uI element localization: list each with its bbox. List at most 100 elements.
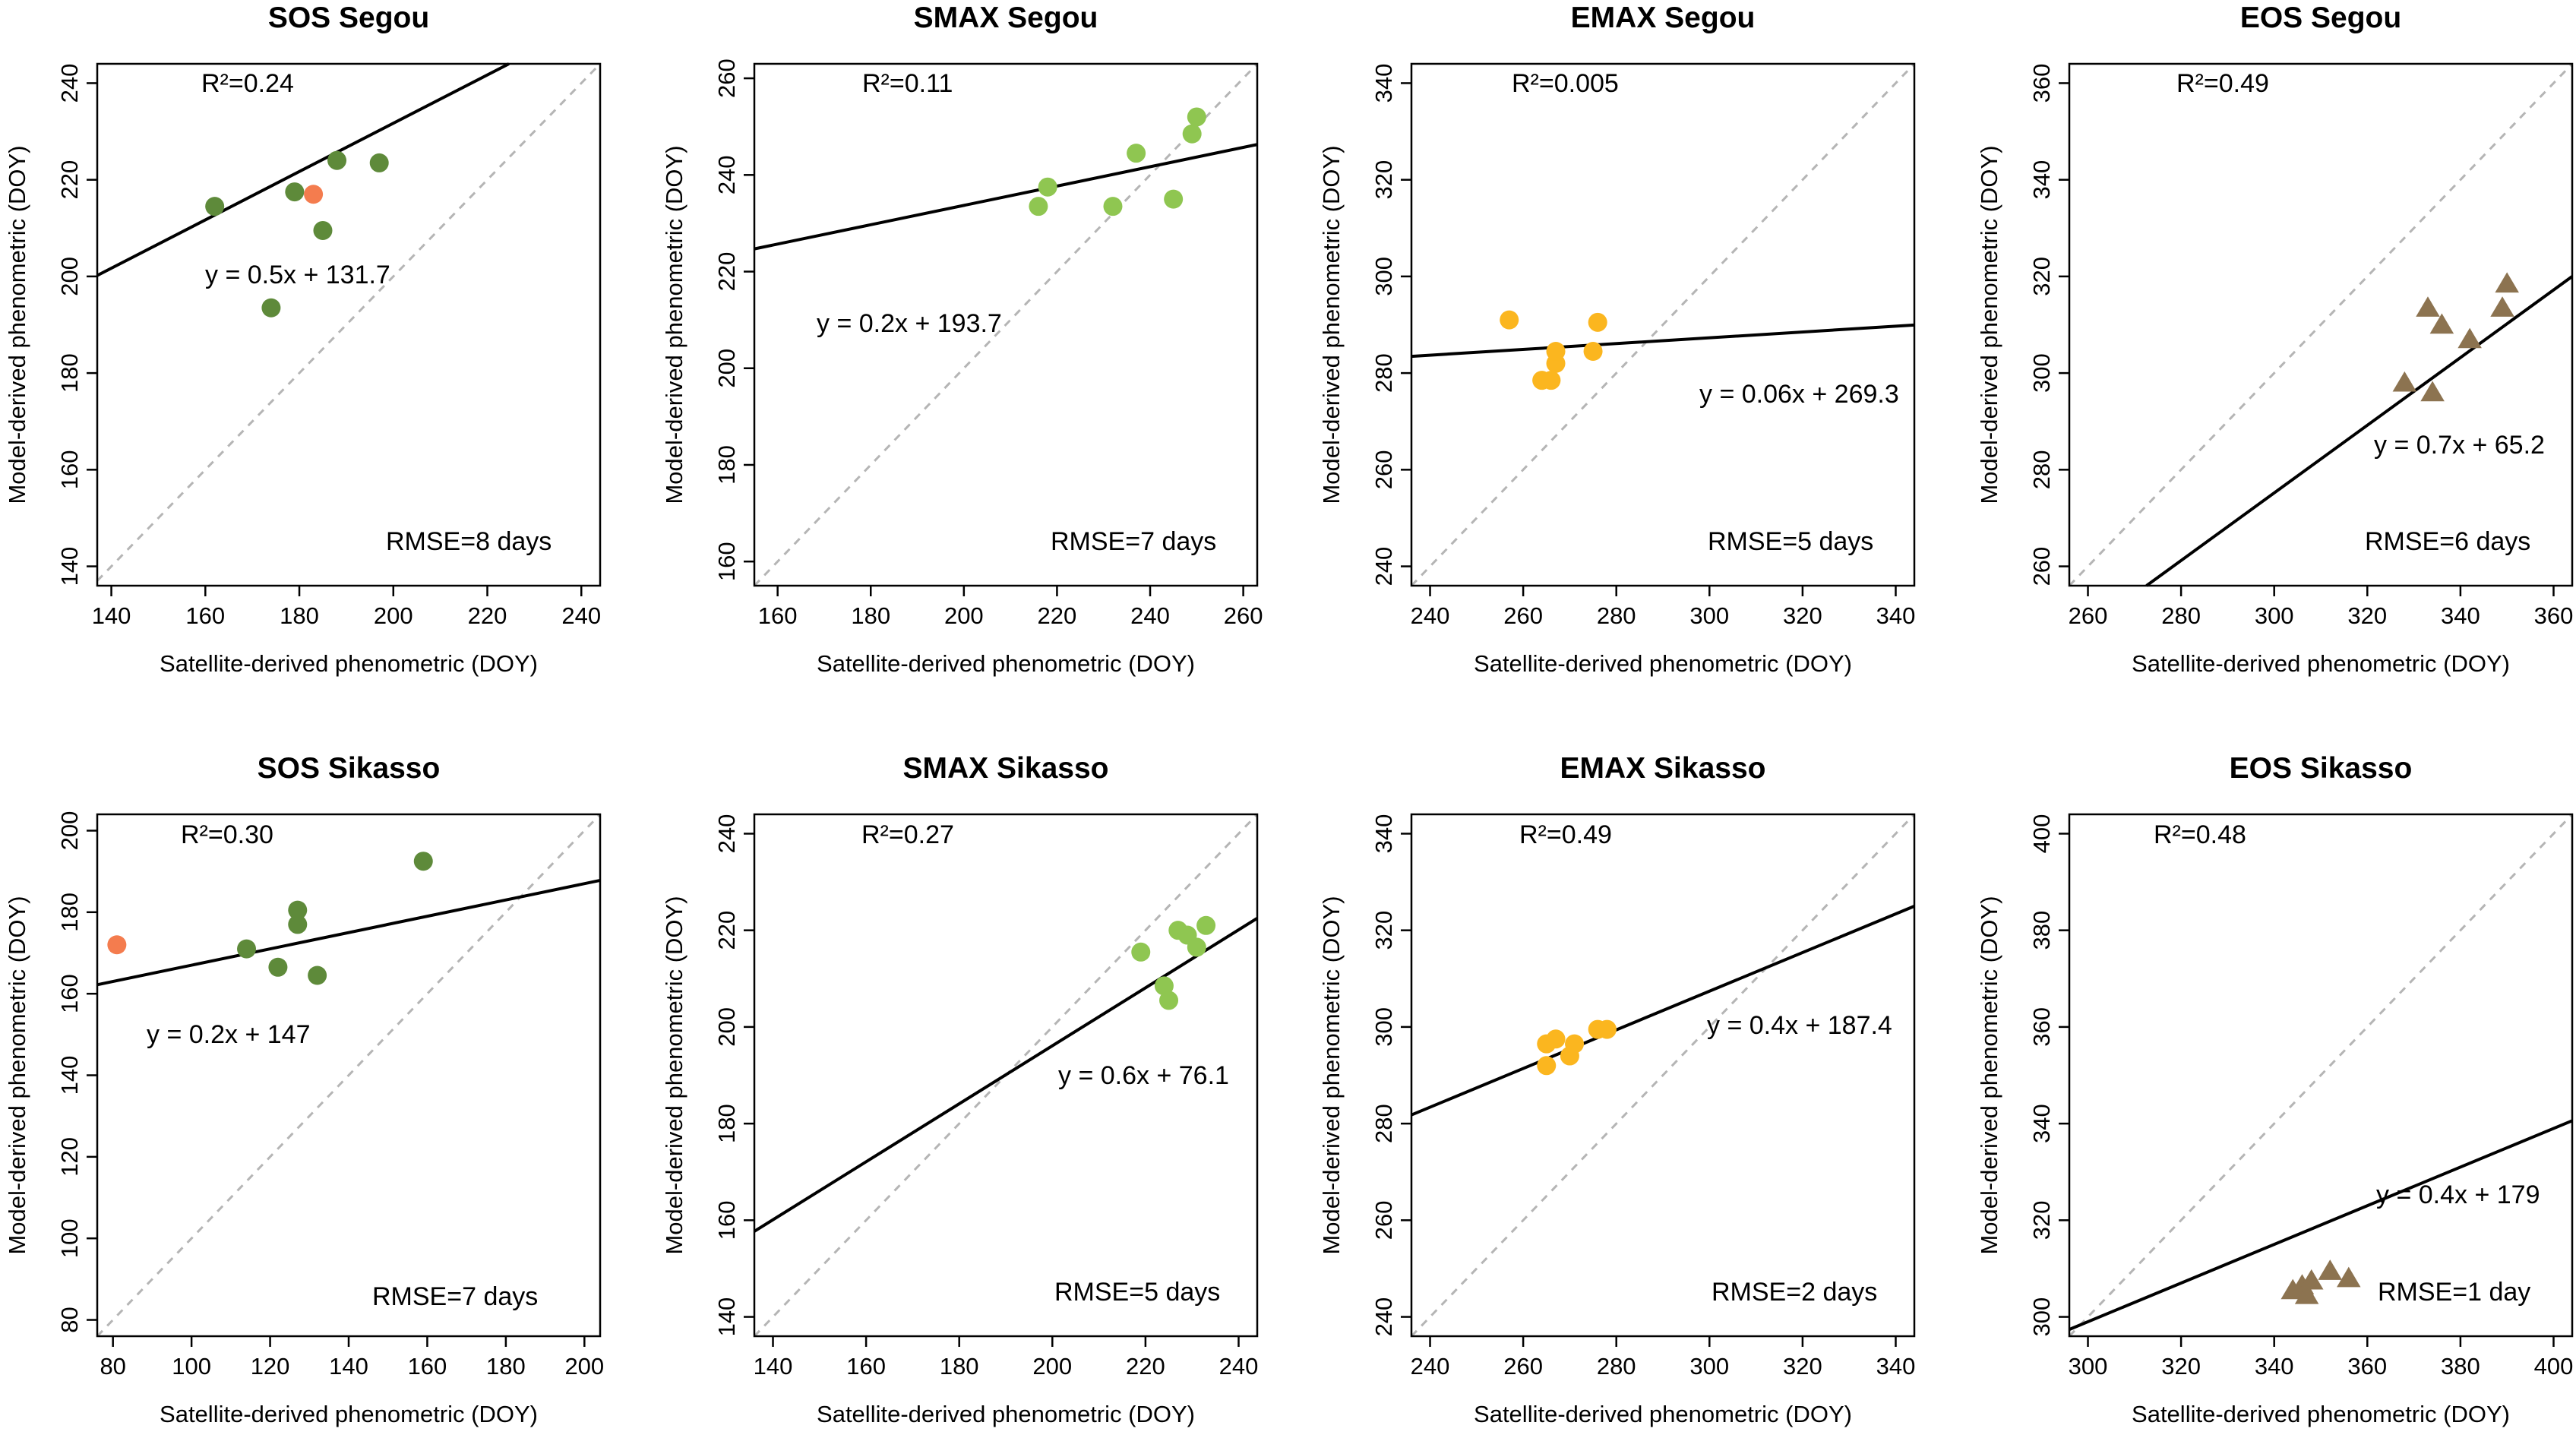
x-axis-label: Satellite-derived phenometric (DOY) [2132,1401,2510,1427]
x-tick-label: 300 [2069,1353,2108,1380]
panel-title: EMAX Segou [1571,2,1756,34]
panel-title: SMAX Segou [914,2,1098,34]
y-axis-label: Model-derived phenometric (DOY) [661,145,687,504]
data-point [1187,937,1206,957]
x-tick-label: 260 [1503,1353,1543,1380]
x-tick-label: 220 [1038,602,1077,629]
x-tick-label: 260 [2069,602,2108,629]
x-axis-label: Satellite-derived phenometric (DOY) [160,1401,538,1427]
y-tick-label: 300 [2028,1297,2055,1337]
regression-equation: y = 0.4x + 179 [2376,1180,2540,1209]
y-tick-label: 200 [713,349,740,388]
x-axis-label: Satellite-derived phenometric (DOY) [817,650,1195,677]
x-tick-label: 360 [2534,602,2574,629]
data-point [2392,371,2417,392]
y-tick-label: 220 [713,911,740,950]
y-tick-label: 320 [2028,257,2055,296]
y-tick-label: 340 [1370,814,1397,854]
data-point [1537,1056,1557,1076]
x-tick-label: 140 [329,1353,368,1380]
y-tick-label: 300 [1370,1007,1397,1047]
r-squared-label: R²=0.48 [2154,820,2246,849]
panel-title: EMAX Sikasso [1560,752,1766,785]
x-tick-label: 300 [2255,602,2294,629]
data-point [2490,296,2514,317]
regression-line [753,917,1259,1233]
x-tick-label: 260 [1224,602,1263,629]
data-point [2318,1259,2343,1280]
y-tick-label: 180 [56,353,83,393]
panel-1: SMAX Segou 160 180 200 220 240 260 160 180 200 220… [661,2,1263,677]
y-tick-label: 220 [713,252,740,292]
data-point [285,182,305,202]
regression-equation: y = 0.2x + 193.7 [817,309,1002,338]
y-tick-label: 400 [2028,814,2055,854]
x-axis-label: Satellite-derived phenometric (DOY) [1474,1401,1852,1427]
plot-frame [2068,813,2574,1338]
y-tick-label: 220 [56,160,83,200]
y-tick-label: 260 [713,58,740,98]
data-point [288,900,308,920]
regression-line [1411,905,1915,1117]
data-point [1127,144,1146,163]
y-tick-label: 300 [2028,353,2055,393]
one-to-one-line [2068,62,2574,587]
rmse-label: RMSE=7 days [372,1282,538,1311]
data-point [369,153,389,172]
x-tick-label: 340 [2441,602,2480,629]
panel-4: SOS Sikasso 80 100 120 140 160 180 200 80 100 120 1… [4,752,604,1427]
x-tick-label: 320 [1783,1353,1822,1380]
plot-frame [1410,62,1916,587]
data-point [2495,272,2519,293]
data-point [1546,1029,1566,1049]
x-tick-label: 120 [251,1353,290,1380]
regression-line [1411,323,1915,359]
data-point [2294,1283,2319,1304]
x-tick-label: 180 [851,602,890,629]
r-squared-label: R²=0.27 [861,820,954,849]
data-point [1500,310,1519,330]
data-point [413,852,433,871]
x-tick-label: 80 [100,1353,125,1380]
y-tick-label: 140 [56,547,83,586]
r-squared-label: R²=0.11 [862,69,953,98]
x-tick-label: 260 [1503,602,1543,629]
regression-line [96,878,601,987]
regression-equation: y = 0.4x + 187.4 [1707,1011,1892,1040]
x-axis-label: Satellite-derived phenometric (DOY) [2132,650,2510,677]
regression-equation: y = 0.5x + 131.7 [205,261,390,289]
data-point [1597,1019,1617,1039]
data-point [2337,1266,2361,1288]
x-tick-label: 340 [1876,1353,1916,1380]
x-tick-label: 200 [564,1353,604,1380]
data-point [1541,371,1561,390]
panel-5: SMAX Sikasso 140 160 180 200 220 240 140 160 180 2… [661,752,1258,1427]
x-tick-label: 240 [1219,1353,1259,1380]
panel-6: EMAX Sikasso 240 260 280 300 320 340 240 260 280 3… [1318,752,1915,1427]
x-tick-label: 200 [1032,1353,1072,1380]
regression-line [96,62,510,277]
data-point [2420,381,2445,402]
x-tick-label: 240 [561,602,601,629]
y-axis-label: Model-derived phenometric (DOY) [661,896,687,1254]
x-tick-label: 240 [1411,602,1450,629]
data-point [1131,942,1151,962]
x-tick-label: 140 [92,602,131,629]
data-point [1546,341,1566,361]
regression-equation: y = 0.2x + 147 [147,1020,311,1049]
r-squared-label: R²=0.49 [2176,69,2269,98]
y-tick-label: 320 [1370,160,1397,200]
x-tick-label: 160 [185,602,225,629]
plot-frame [2068,62,2574,587]
y-tick-label: 160 [713,1200,740,1240]
x-tick-label: 200 [944,602,984,629]
data-point [1565,1034,1585,1054]
one-to-one-line [1410,62,1916,587]
x-tick-label: 280 [1597,602,1636,629]
y-tick-label: 240 [713,155,740,194]
x-tick-label: 140 [754,1353,793,1380]
data-point [107,935,127,955]
rmse-label: RMSE=6 days [2365,527,2530,556]
panel-title: EOS Segou [2240,2,2401,34]
